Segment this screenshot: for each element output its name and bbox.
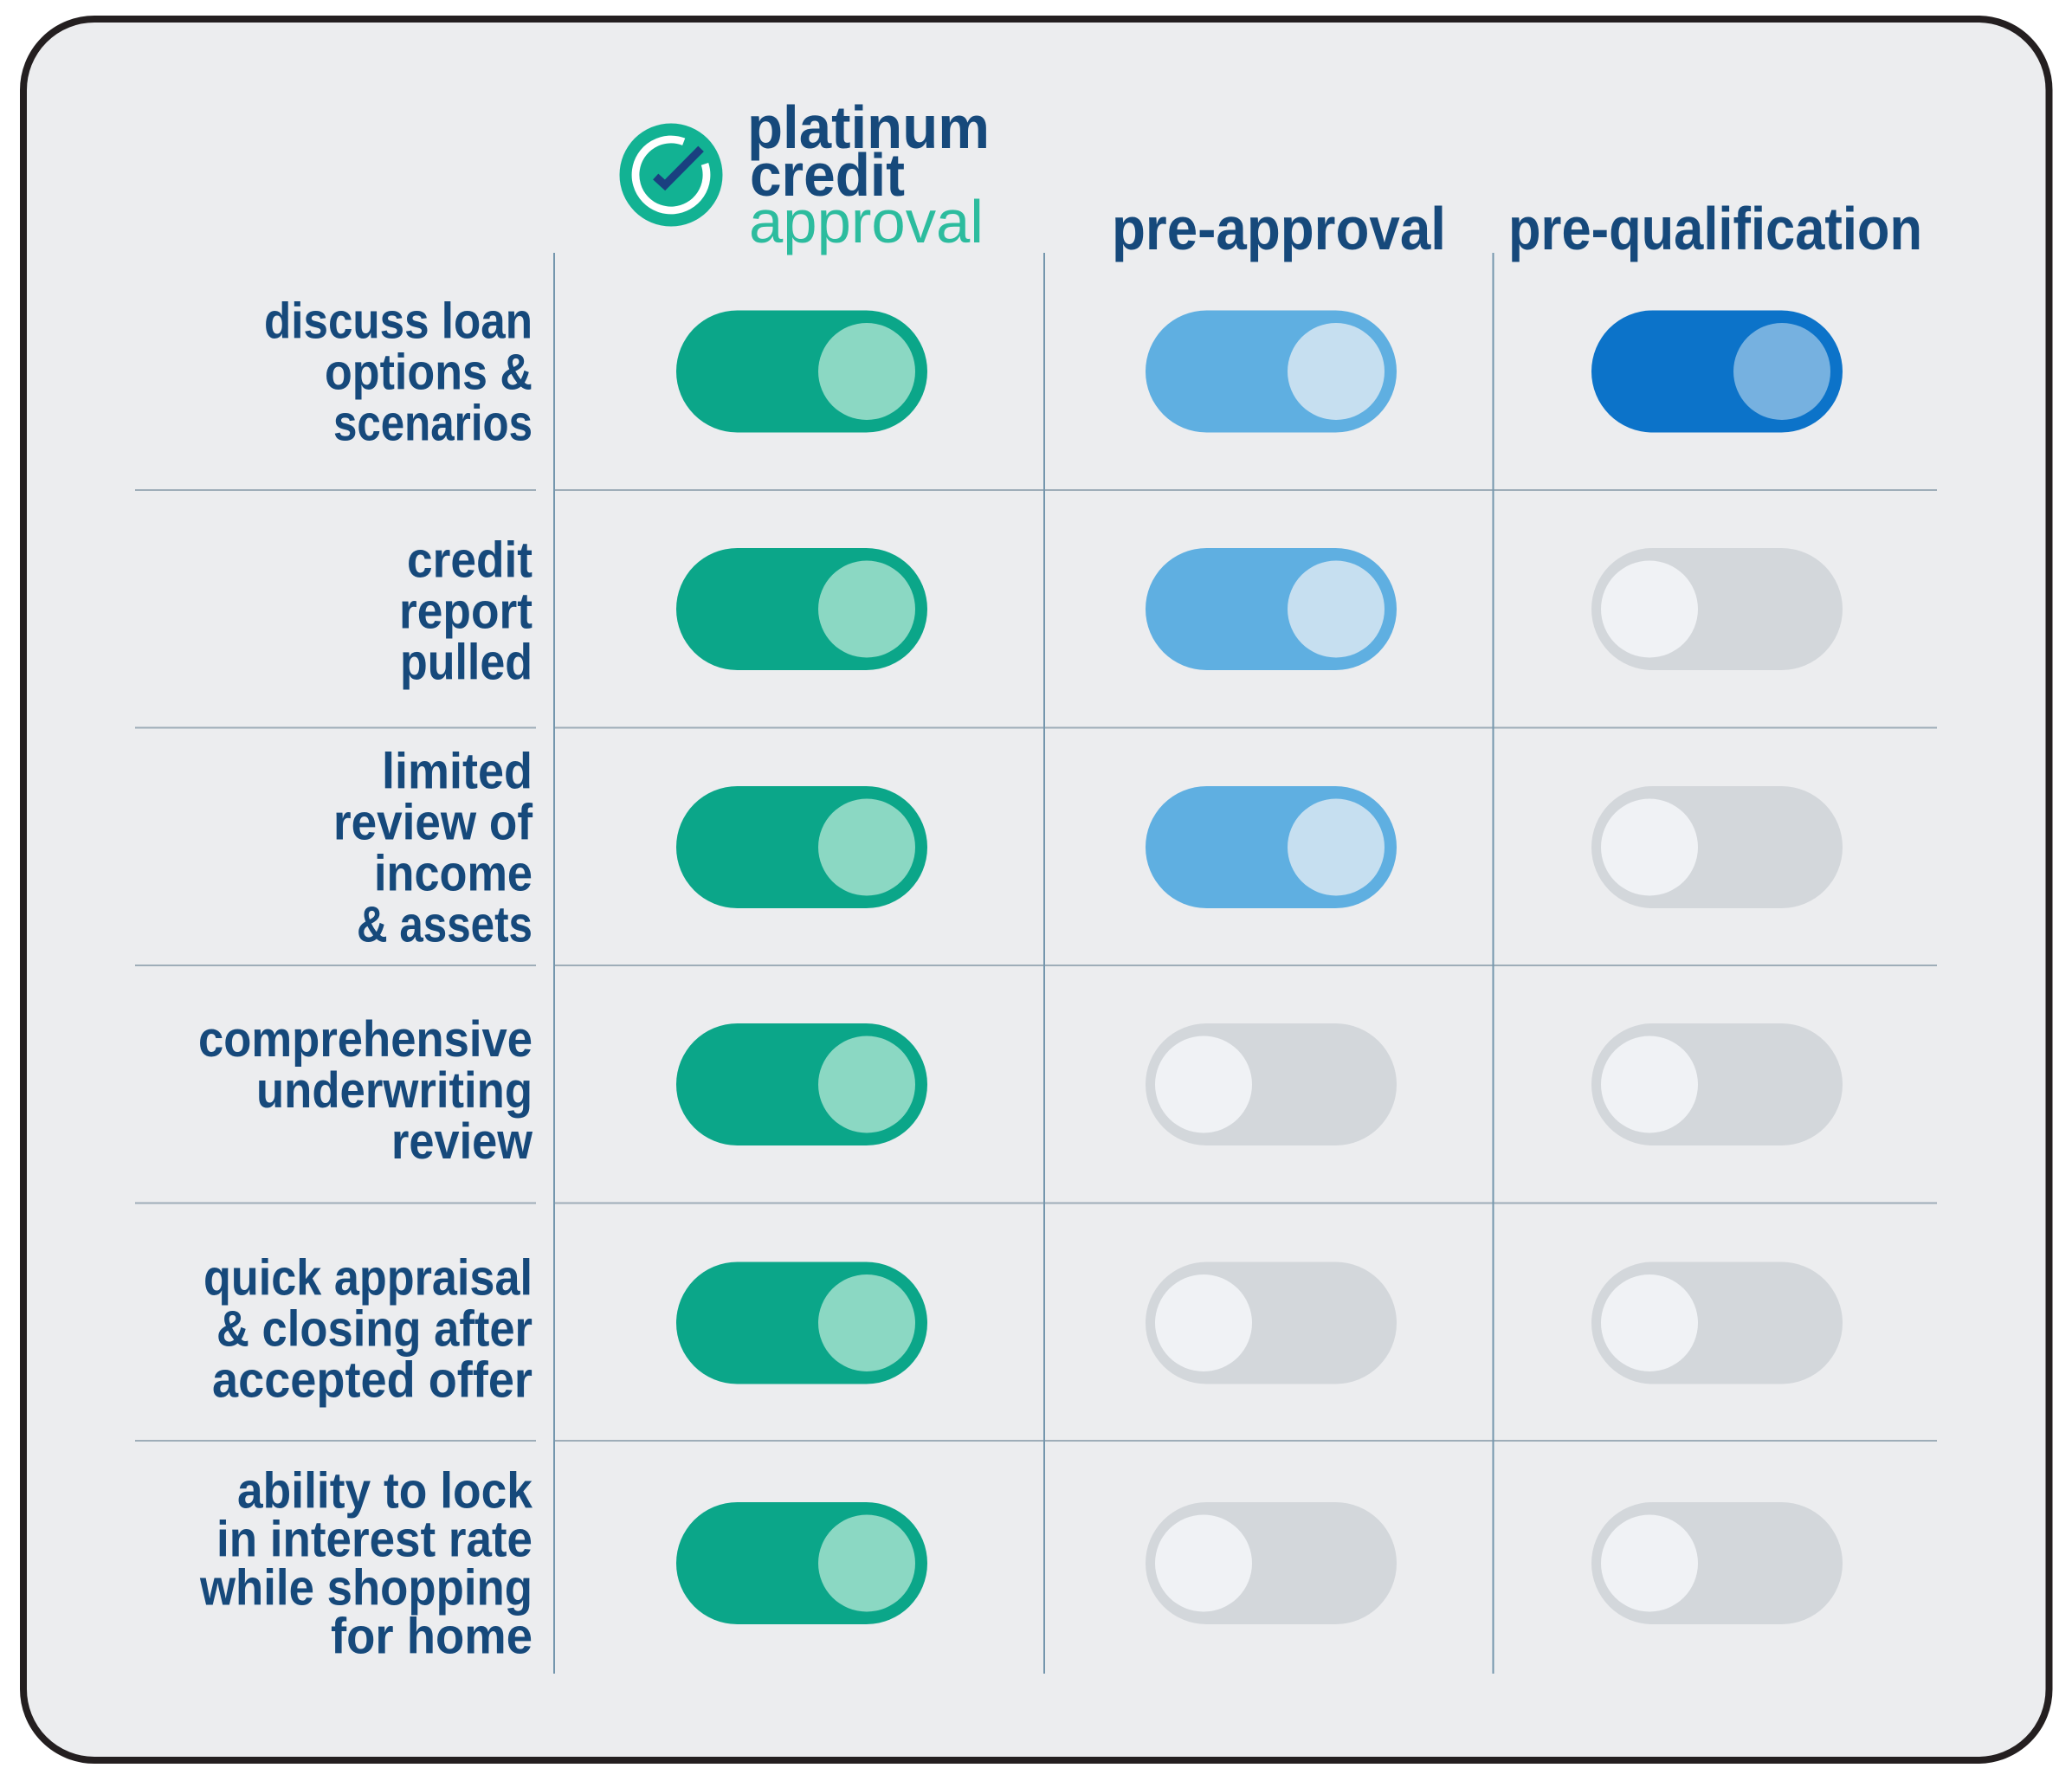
svg-text:scenarios: scenarios <box>333 396 533 452</box>
svg-text:limited: limited <box>382 744 533 800</box>
svg-text:& closing after: & closing after <box>216 1301 533 1358</box>
svg-text:approval: approval <box>749 188 984 255</box>
svg-text:ability to lock: ability to lock <box>237 1463 533 1520</box>
svg-text:pre-qualification: pre-qualification <box>1508 195 1922 262</box>
svg-text:for home: for home <box>331 1609 533 1665</box>
svg-text:credit: credit <box>750 141 905 209</box>
svg-text:pulled: pulled <box>400 635 533 691</box>
svg-text:accepted offer: accepted offer <box>212 1352 533 1409</box>
svg-text:in interest rate: in interest rate <box>216 1512 533 1568</box>
svg-text:income: income <box>374 846 533 902</box>
svg-text:review of: review of <box>333 795 533 851</box>
svg-text:discuss loan: discuss loan <box>264 294 533 350</box>
svg-text:comprehensive: comprehensive <box>198 1011 533 1068</box>
svg-text:credit: credit <box>407 532 533 589</box>
svg-text:& assets: & assets <box>357 897 533 953</box>
svg-text:review: review <box>391 1113 533 1170</box>
svg-text:pre-approval: pre-approval <box>1112 195 1446 262</box>
svg-text:options &: options & <box>325 345 533 401</box>
svg-text:report: report <box>399 584 533 640</box>
svg-text:while shopping: while shopping <box>199 1560 533 1616</box>
svg-text:quick appraisal: quick appraisal <box>203 1250 533 1307</box>
svg-text:platinum: platinum <box>747 94 990 161</box>
svg-text:underwriting: underwriting <box>256 1062 533 1119</box>
